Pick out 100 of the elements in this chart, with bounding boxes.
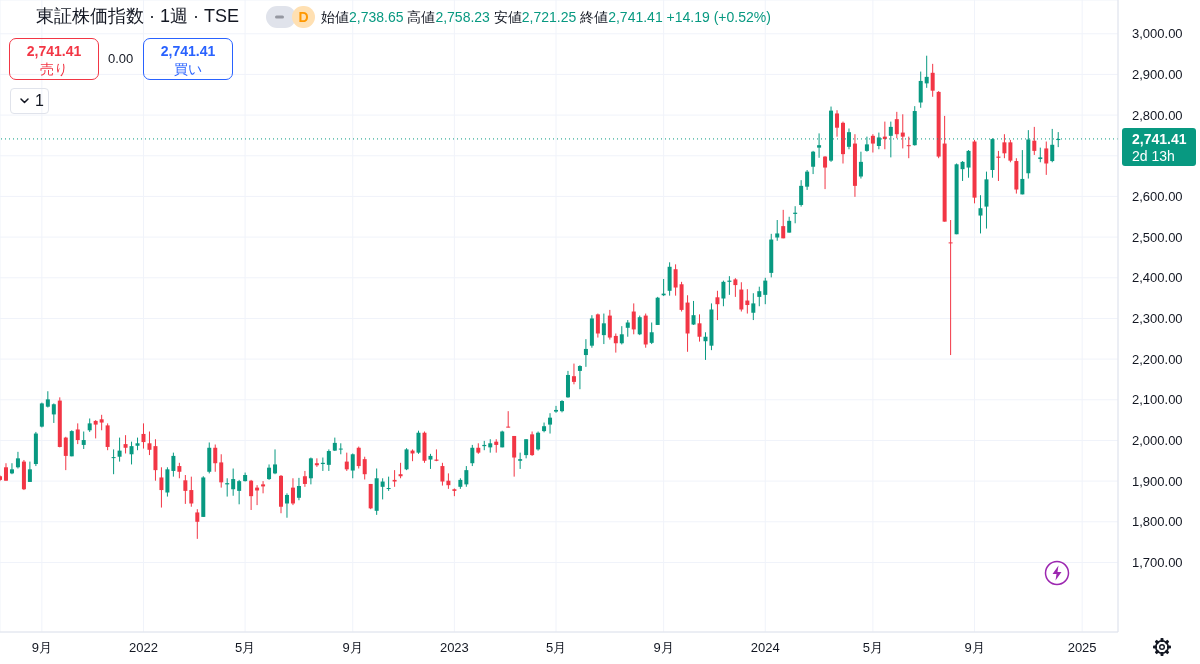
y-tick-label: 2,400.00 xyxy=(1132,270,1183,286)
x-tick-label: 2023 xyxy=(439,640,469,656)
candlestick xyxy=(518,452,523,470)
candlestick xyxy=(715,290,720,321)
x-tick-label: 2022 xyxy=(129,640,158,656)
candlestick xyxy=(153,438,158,482)
chart-title: 東証株価指数 · 1週 · TSE xyxy=(36,5,240,27)
candlestick xyxy=(344,452,349,472)
candlestick xyxy=(1002,133,1007,159)
candlestick xyxy=(733,277,738,298)
y-tick-label: 2,900.00 xyxy=(1132,67,1183,83)
candlestick xyxy=(75,422,80,445)
candlestick xyxy=(189,476,194,508)
candlestick xyxy=(117,437,122,463)
candlestick xyxy=(781,209,786,239)
y-tick-label: 2,200.00 xyxy=(1132,351,1183,367)
candlestick xyxy=(739,281,744,313)
candlestick xyxy=(835,109,840,138)
candlestick xyxy=(966,149,971,179)
x-tick-label: 5月 xyxy=(545,640,567,656)
candlestick xyxy=(93,419,98,439)
candlestick xyxy=(1032,126,1037,156)
annotation: 0.00 xyxy=(108,51,134,67)
candlestick xyxy=(811,150,816,175)
x-tick-label: 5月 xyxy=(862,640,883,656)
y-tick-label: 2,300.00 xyxy=(1132,311,1183,327)
candlestick xyxy=(619,325,624,345)
candlestick xyxy=(601,313,606,345)
candlestick xyxy=(165,466,170,498)
candlestick xyxy=(111,448,116,475)
candlestick xyxy=(691,300,696,326)
candlestick xyxy=(9,462,14,475)
candlestick xyxy=(338,442,343,455)
candlestick xyxy=(506,410,511,428)
y-tick-label: 2,000.00 xyxy=(1132,433,1183,449)
candlestick xyxy=(870,133,875,154)
candlestick xyxy=(1008,139,1013,163)
candlestick xyxy=(948,219,953,356)
candlestick xyxy=(536,431,541,452)
candlestick xyxy=(249,479,254,511)
candlestick xyxy=(386,476,391,492)
candlestick xyxy=(147,431,152,456)
candlestick xyxy=(464,465,469,488)
candlestick xyxy=(123,434,128,454)
candlestick xyxy=(918,71,923,109)
candlestick xyxy=(284,492,289,519)
candlestick xyxy=(356,446,361,470)
annotation: 始値2,738.65 高値2,758.23 安値2,721.25 終値2,741.41 +14.19 (+0.52%) xyxy=(321,9,771,25)
candlestick xyxy=(697,313,702,343)
annotation: 買い xyxy=(173,60,203,78)
candlestick xyxy=(583,338,588,368)
candlestick xyxy=(900,113,905,149)
annotation: 2,741.41 xyxy=(25,42,83,60)
candlestick xyxy=(1044,141,1049,176)
candlestick xyxy=(362,456,367,480)
letter-badge-icon: D xyxy=(292,6,315,28)
candlestick xyxy=(649,322,654,345)
candlestick xyxy=(141,422,146,450)
annotation: 2,741.41 xyxy=(159,42,217,60)
price-tag: 2,741.41 2d 13h xyxy=(1122,127,1196,166)
candlestick xyxy=(799,179,804,208)
candlestick xyxy=(159,466,164,509)
y-tick-label: 3,000.00 xyxy=(1132,26,1183,42)
candlestick xyxy=(380,477,385,500)
y-tick-label: 2,600.00 xyxy=(1132,189,1183,205)
y-tick-label: 1,700.00 xyxy=(1132,555,1183,571)
candlestick xyxy=(530,431,535,457)
y-tick-label: 2,100.00 xyxy=(1132,392,1183,408)
candlestick xyxy=(416,430,421,455)
candlestick xyxy=(440,462,445,487)
candlestick xyxy=(51,402,56,424)
candlestick xyxy=(757,286,762,307)
candlestick xyxy=(554,405,559,414)
candlestick xyxy=(290,477,295,506)
candlestick xyxy=(823,155,828,190)
x-tick-label: 2025 xyxy=(1067,640,1097,656)
candlestick xyxy=(930,63,935,98)
x-tick-label: 9月 xyxy=(31,640,52,656)
candlestick xyxy=(231,468,236,497)
candlestick xyxy=(213,444,218,473)
candlestick xyxy=(894,111,899,139)
y-tick-label: 1,900.00 xyxy=(1132,473,1183,489)
candlestick xyxy=(613,332,618,354)
candlestick xyxy=(219,453,224,489)
candlestick xyxy=(207,441,212,474)
candlestick xyxy=(129,441,134,465)
candlestick xyxy=(673,263,678,297)
candlestick xyxy=(195,508,200,540)
candlestick xyxy=(924,55,929,89)
x-tick-label: 9月 xyxy=(653,640,674,656)
candlestick xyxy=(237,479,242,505)
candlestick xyxy=(261,480,266,494)
candlestick xyxy=(512,435,517,478)
annotation: 1 xyxy=(35,92,44,110)
candlestick xyxy=(183,474,188,505)
candlestick xyxy=(858,151,863,180)
candlestick xyxy=(763,277,768,305)
candlestick xyxy=(308,457,313,485)
candlestick xyxy=(978,194,983,234)
candlestick xyxy=(314,457,319,468)
